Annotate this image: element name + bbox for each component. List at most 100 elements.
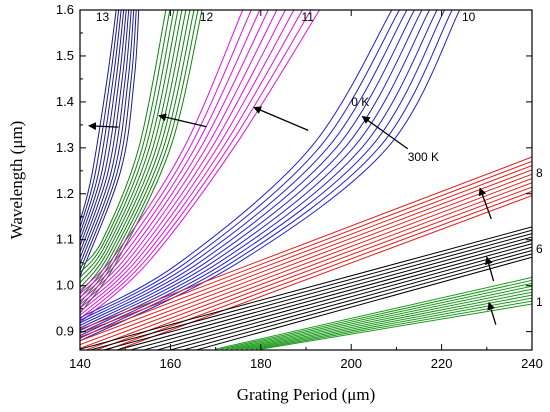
band-12-line-1 [80,10,167,268]
band-11-line-3 [80,10,261,298]
band-12-line-5 [80,10,183,289]
band-6-line-9 [181,253,532,350]
band-1-line-9 [255,300,532,350]
temperature-arrows [88,106,497,325]
band-11-line-7 [80,10,295,313]
band-1-line-3 [225,282,532,350]
x-tick-label: 160 [160,356,182,371]
temperature-arrow-1 [88,122,119,131]
band-label-8: 8 [536,166,543,180]
band-13-line-2 [80,10,120,228]
band-11-line-9 [80,10,312,320]
band-6-line-5 [128,239,532,350]
band-12-line-9 [80,10,199,309]
band-1-line-1 [215,276,532,350]
band-8-line-4 [80,169,532,342]
band-12-line-4 [80,10,179,283]
x-tick-label: 220 [431,356,453,371]
temperature-arrow-3 [253,106,309,131]
band-6-line-8 [168,249,532,350]
band-13-line-3 [80,10,122,234]
band-1-line-10 [260,303,532,350]
band-10-line-4 [80,10,415,326]
band-13-line-5 [80,10,127,247]
band-labels: 13 12 11 10 8 6 1 [96,10,543,309]
band-label-12: 12 [200,10,214,24]
band-6-line-3 [101,233,532,350]
band-10-line-8 [80,10,446,337]
band-8-line-3 [80,165,532,338]
y-tick-label: 1.5 [56,48,74,63]
temperature-arrow-6 [484,256,495,282]
band-12-line-3 [80,10,175,278]
y-tick-label: 1.1 [56,232,74,247]
band-1-line-2 [220,279,532,350]
x-axis-title: Grating Period (μm) [237,385,375,404]
y-tick-label: 1.4 [56,94,74,109]
band-1-line-5 [235,288,532,350]
band-6-line-10 [194,256,532,350]
band-12-line-7 [80,10,191,299]
band-label-6: 6 [536,242,543,256]
band-6-line-2 [88,229,532,350]
y-tick-label: 1.6 [56,2,74,17]
band-6-line-7 [155,246,532,350]
y-tick-label: 1.3 [56,140,74,155]
band-10-line-6 [80,10,430,332]
annotations: 0 K 300 K [351,95,439,164]
band-8-line-8 [94,186,532,350]
band-13-line-9 [80,10,137,271]
temperature-arrow-7 [487,301,497,325]
band-1-line-7 [245,294,532,350]
band-13-line-6 [80,10,130,253]
band-label-11: 11 [301,10,314,24]
band-10-line-2 [80,10,400,321]
temperature-arrow-5 [478,187,492,220]
temperature-arrow-4 [361,116,409,150]
band-12-line-10 [80,10,203,314]
curve-bands [80,10,532,350]
band-label-10: 10 [462,10,476,24]
band-10-line-5 [80,10,423,329]
band-13-line-7 [80,10,132,259]
band-10-line-10 [80,10,461,342]
band-10-line-7 [80,10,438,334]
band-11-line-2 [80,10,252,295]
band-11-line-10 [80,10,320,323]
band-11-line-4 [80,10,269,302]
y-tick-label: 1.0 [56,278,74,293]
y-axis-title: Wavelength (μm) [7,121,26,240]
band-13-line-1 [80,10,117,222]
band-label-1: 1 [536,295,543,309]
band-8-line-5 [80,173,532,346]
band-6-line-1 [80,226,532,350]
band-6-line-6 [141,243,532,350]
band-13-line-8 [80,10,135,265]
band-8-line-6 [80,178,532,349]
band-12-line-2 [80,10,171,273]
band-12-line-8 [80,10,195,304]
band-11-line-8 [80,10,303,316]
band-12-line-6 [80,10,187,294]
y-tick-label: 1.2 [56,186,74,201]
band-label-13: 13 [96,10,110,24]
x-tick-label: 180 [250,356,272,371]
x-tick-label: 240 [521,356,543,371]
band-1-line-4 [230,285,532,350]
temperature-arrow-2 [158,113,207,128]
band-1-line-8 [250,297,532,350]
band-1-line-6 [240,291,532,350]
x-tick-label: 200 [340,356,362,371]
band-11-line-6 [80,10,286,309]
band-11-line-5 [80,10,278,305]
axis-ticks: 140 160 180 200 220 240 0.9 1.0 1.1 1.2 1.3 1.4 1.5 1… [56,2,543,371]
band-8-line-7 [84,182,532,350]
x-tick-label: 140 [69,356,91,371]
band-6-line-4 [115,236,532,350]
annotation-1: 0 K [351,95,369,109]
annotation-2: 300 K [408,150,439,164]
band-10-line-1 [80,10,393,319]
band-8-line-10 [115,195,532,350]
band-13-line-10 [80,10,140,277]
